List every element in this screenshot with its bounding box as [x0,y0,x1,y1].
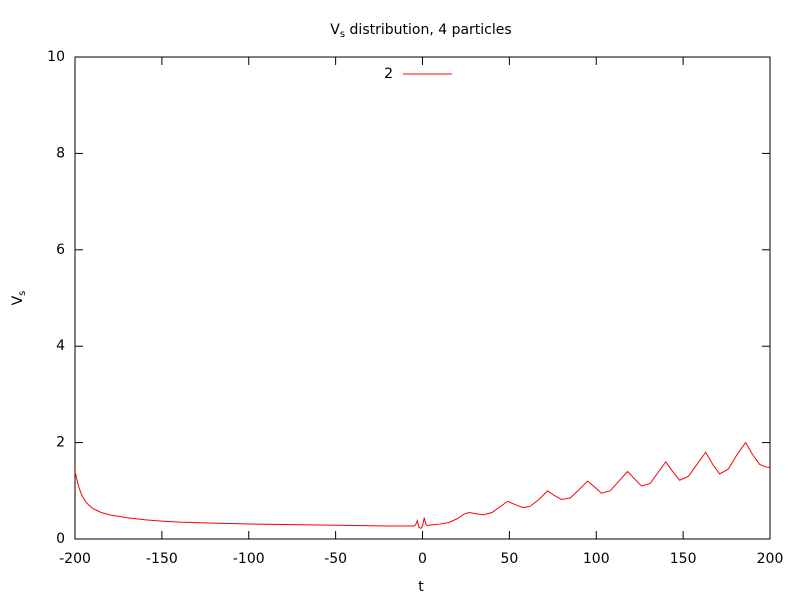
y-tick-label: 4 [56,338,65,354]
y-tick-label: 10 [47,49,65,65]
data-line [74,441,771,530]
title-part: V [330,22,340,38]
x-tick-label: 150 [670,551,697,567]
x-tick-label: 50 [500,551,518,567]
ylabel-part: V [10,295,26,305]
y-tick-label: 0 [56,531,65,547]
x-tick-label: 200 [757,551,784,567]
ylabel-sub: s [17,291,28,296]
x-tick-label: 0 [418,551,427,567]
x-tick-label: -50 [324,551,347,567]
title-sub: s [340,29,345,40]
chart-title: Vs distribution, 4 particles [330,22,511,40]
plot-frame [74,56,771,540]
y-tick-label: 6 [56,242,65,258]
x-tick-label: 100 [583,551,610,567]
y-axis-label: Vs [10,291,28,306]
x-axis-label: t [418,579,424,595]
y-tick-label: 2 [56,435,65,451]
x-tick-label: -200 [59,551,91,567]
y-tick-label: 8 [56,145,65,161]
title-part: distribution, 4 particles [345,22,512,38]
x-tick-label: -150 [146,551,178,567]
legend-label: 2 [384,66,393,82]
x-tick-label: -100 [233,551,265,567]
